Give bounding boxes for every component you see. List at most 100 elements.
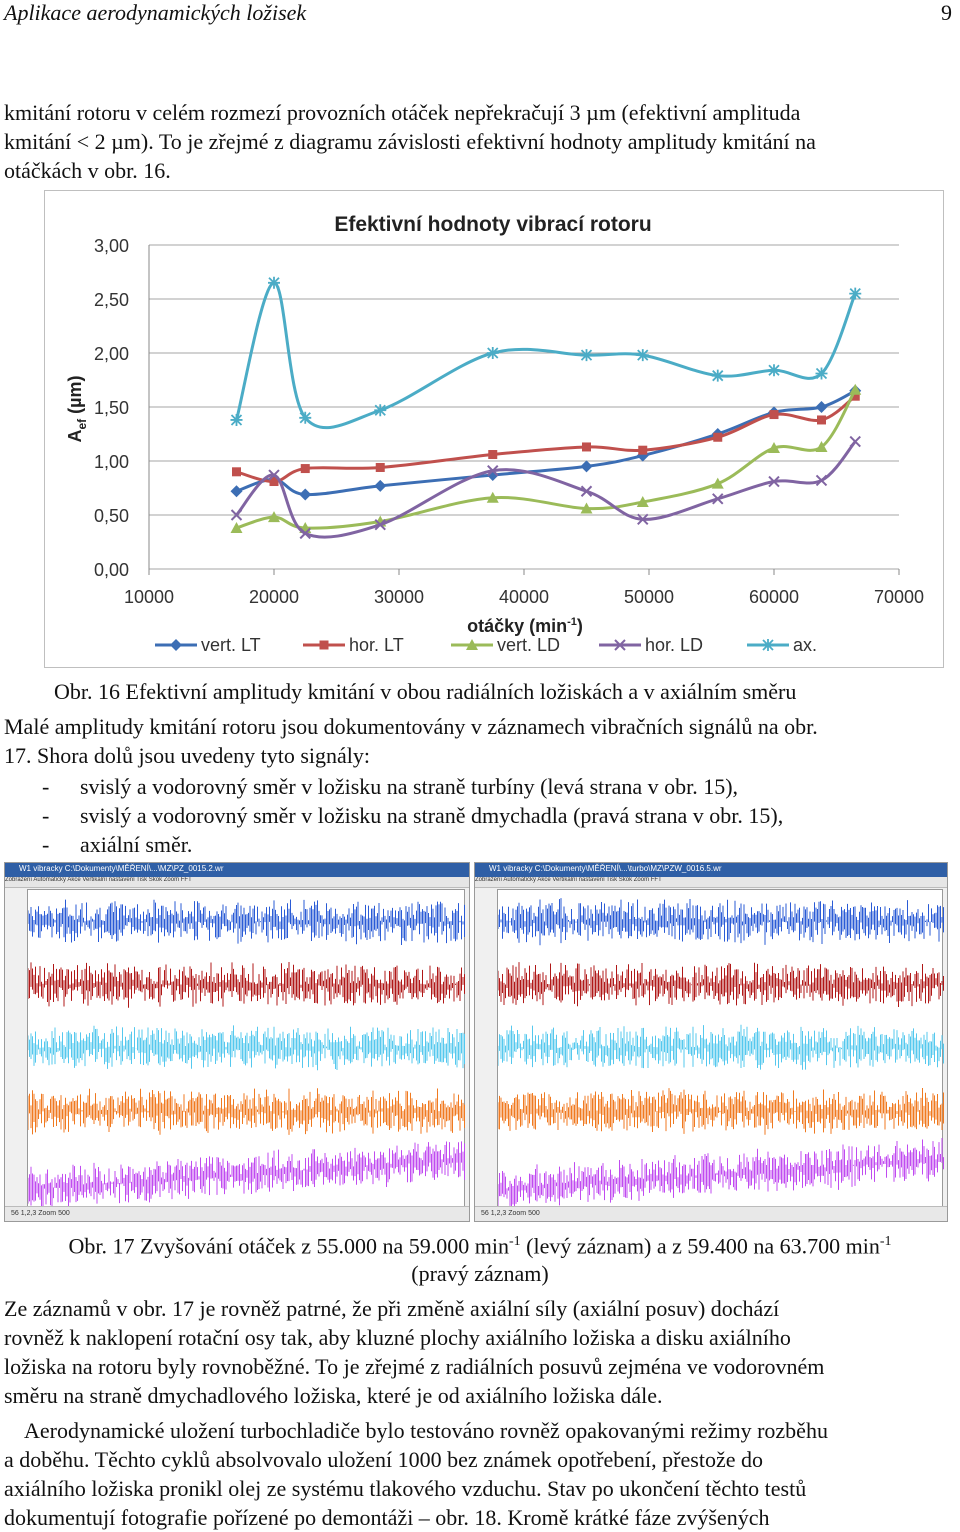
y-tick-label: 2,50	[94, 290, 129, 310]
list-item-text: svislý a vodorovný směr v ložisku na str…	[80, 803, 784, 828]
data-point	[486, 347, 499, 359]
data-point	[636, 349, 649, 362]
data-point	[768, 475, 780, 488]
data-point	[299, 411, 312, 424]
caption-line: (pravý záznam)	[411, 1261, 549, 1287]
data-point	[582, 442, 591, 452]
signal-trace	[497, 898, 944, 946]
legend-label: hor. LT	[349, 635, 404, 655]
page-number: 9	[941, 0, 952, 25]
data-point	[300, 464, 310, 474]
x-tick-label: 20000	[249, 587, 299, 607]
text-line: 17. Shora dolů jsou uvedeny tyto signály…	[4, 743, 371, 768]
signal-plot	[27, 889, 465, 1210]
y-tick-label: 2,00	[94, 344, 129, 364]
signal-plot	[497, 889, 944, 1209]
data-point	[769, 410, 779, 420]
recording-titlebar: W1 vibracky C:\Dokumenty\MĚŘENÍ\...\turb…	[475, 863, 947, 877]
data-point	[486, 491, 499, 503]
y-axis-label: Aef (µm)	[65, 375, 89, 442]
data-point	[815, 367, 828, 380]
recording-left: W1 vibracky C:\Dokumenty\MĚŘENÍ\...\MZ\P…	[4, 862, 470, 1222]
list-dash: -	[42, 774, 50, 799]
signal-trace	[27, 962, 465, 1008]
x-tick-label: 10000	[124, 587, 174, 607]
legend-marker	[170, 639, 182, 651]
list-item-text: axiální směr.	[80, 832, 193, 857]
data-point	[232, 467, 241, 477]
signal-trace	[497, 1138, 944, 1209]
y-tick-label: 1,50	[94, 398, 129, 418]
x-tick-labels: 10000 20000 30000 40000 50000 60000 70000	[124, 587, 924, 607]
data-point	[230, 485, 243, 498]
data-point	[768, 442, 780, 454]
data-point	[638, 445, 648, 455]
signal-trace	[27, 1088, 465, 1135]
text-line: Aerodynamické uložení turbochladiče bylo…	[24, 1418, 828, 1443]
data-point	[768, 364, 780, 377]
legend-label: vert. LT	[201, 635, 261, 655]
data-point	[817, 415, 826, 425]
text-line: kmitání < 2 µm). To je zřejmé z diagramu…	[4, 129, 816, 154]
data-point	[711, 477, 724, 489]
legend-label: hor. LD	[645, 635, 703, 655]
series-line	[235, 440, 857, 539]
data-point	[849, 383, 862, 395]
paragraph-axial: Ze záznamů v obr. 17 je rovněž patrné, ž…	[4, 1294, 956, 1410]
list-dash: -	[42, 803, 50, 828]
y-tick-labels: 0,00 0,50 1,00 1,50 2,00 2,50 3,00	[94, 236, 129, 580]
data-point	[850, 391, 860, 401]
recording-title: W1 vibracky C:\Dokumenty\MĚŘENÍ\...\MZ\P…	[19, 864, 224, 873]
data-point	[580, 502, 593, 514]
list-item: - axiální směr.	[4, 830, 956, 859]
text-line: směru na straně dmychadlového ložiska, k…	[4, 1383, 663, 1408]
chart-legend: vert. LT hor. LT vert. LD hor. LD ax.	[155, 635, 817, 655]
data-point	[636, 496, 649, 508]
paragraph-intro: kmitání rotoru v celém rozmezí provozníc…	[4, 98, 956, 185]
data-point	[488, 450, 498, 460]
signal-trace	[27, 1141, 465, 1210]
series-line	[235, 389, 856, 497]
figure-17-caption: Obr. 17 Zvyšování otáček z 55.000 na 59.…	[4, 1228, 956, 1288]
paragraph-signals: Malé amplitudy kmitání rotoru jsou dokum…	[4, 712, 956, 770]
header-title: Aplikace aerodynamických ložisek	[4, 0, 307, 25]
recording-statusbar: 56 1,2,3 Zoom 500	[5, 1206, 469, 1221]
y-tick-label: 3,00	[94, 236, 129, 256]
data-point	[815, 401, 828, 413]
signal-traces	[497, 898, 944, 1209]
list-item: - svislý a vodorovný směr v ložisku na st…	[4, 772, 956, 801]
y-axis-label-unit: (µm)	[65, 375, 85, 418]
chart-svg: 0,00 0,50 1,00 1,50 2,00 2,50 3,00 10000 20000 3…	[65, 213, 924, 655]
data-point	[711, 369, 724, 382]
x-axis-label-sup: -1	[567, 616, 577, 628]
data-point	[849, 435, 861, 448]
running-header: Aplikace aerodynamických ložisek 9	[4, 0, 952, 26]
legend-marker	[614, 639, 626, 651]
data-point	[713, 432, 723, 442]
data-point	[230, 509, 243, 521]
data-point	[269, 477, 279, 487]
data-point	[815, 440, 828, 452]
x-tick-label: 60000	[749, 587, 799, 607]
data-point	[849, 287, 862, 300]
legend-label: vert. LD	[497, 635, 560, 655]
legend-marker	[319, 640, 329, 650]
signal-trace	[27, 899, 465, 946]
data-point	[580, 349, 593, 362]
data-point	[230, 521, 243, 533]
text-line: axiálního ložiska pronikl olej ze systém…	[4, 1476, 807, 1501]
x-tick-label: 40000	[499, 587, 549, 607]
text-line: kmitání rotoru v celém rozmezí provozníc…	[4, 100, 801, 125]
data-point	[374, 519, 386, 531]
text-line: Ze záznamů v obr. 17 je rovněž patrné, ž…	[4, 1296, 780, 1321]
legend-marker	[466, 639, 478, 650]
y-axis-label-main: A	[65, 430, 85, 443]
data-point	[712, 493, 724, 505]
chart-title: Efektivní hodnoty vibrací rotoru	[334, 213, 651, 236]
series-line	[235, 281, 857, 430]
x-axis-label-end: )	[577, 616, 583, 636]
signal-trace	[27, 1025, 465, 1071]
signal-trace	[497, 1024, 944, 1070]
data-point	[374, 479, 387, 492]
text-line: a doběhu. Těchto cyklů absolvovalo ulože…	[4, 1447, 763, 1472]
